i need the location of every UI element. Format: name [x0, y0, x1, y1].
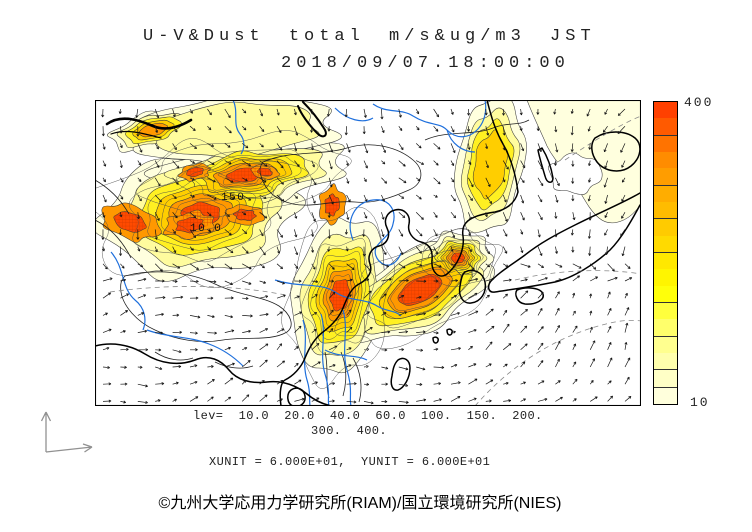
colorbar-max-label: 400 [684, 95, 714, 110]
colorbar-segment [654, 168, 677, 185]
dust-map: 150 10.0 [95, 100, 641, 406]
colorbar-segment [654, 301, 677, 320]
copyright-line: ©九州大学応用力学研究所(RIAM)/国立環境研究所(NIES) [0, 489, 752, 513]
colorbar-segment [654, 151, 677, 169]
coastlines [95, 100, 641, 406]
contour-label-150: 150 [221, 192, 245, 204]
colorbar-segment [654, 102, 677, 119]
colorbar-segment [654, 319, 677, 336]
units-line: XUNIT = 6.000E+01, YUNIT = 6.000E+01 [209, 455, 491, 469]
wind-vectors [101, 108, 633, 405]
colorbar-segment [654, 369, 677, 387]
axis-arrows-icon [40, 411, 93, 453]
map-layers [95, 100, 641, 406]
contour-label-10: 10.0 [190, 223, 222, 235]
contour-levels-line1: lev= 10.0 20.0 40.0 60.0 100. 150. 200. [193, 409, 543, 423]
colorbar-segment [654, 235, 677, 252]
colorbar-segment [654, 184, 677, 202]
colorbar-segment [654, 118, 677, 135]
colorbar-segment [654, 251, 677, 270]
dust-contours [95, 100, 641, 374]
colorbar-segment [654, 201, 677, 219]
contour-labels: 150 10.0 [190, 192, 245, 235]
contour-levels-line2: 300. 400. [311, 424, 388, 438]
colorbar-segment [654, 335, 677, 353]
graticule-lines [109, 115, 641, 406]
colorbar-min-label: 10 [690, 395, 710, 410]
colorbar-segment [654, 134, 677, 152]
copyright-text: ©九州大学応用力学研究所(RIAM)/国立環境研究所(NIES) [158, 495, 562, 512]
map-frame [95, 100, 641, 406]
figure-title: U-V&Dust total m/s&ug/m3 JST [143, 27, 596, 46]
colorbar-segment [654, 218, 677, 236]
country-borders [95, 119, 530, 403]
colorbar-segment [654, 269, 677, 286]
figure-timestamp: 2018/09/07.18:00:00 [281, 54, 570, 73]
colorbar-segment [654, 386, 677, 404]
colorbar-segment [654, 285, 677, 302]
colorbar-segment [654, 352, 677, 370]
colorbar [653, 101, 678, 405]
rivers [110, 100, 487, 406]
